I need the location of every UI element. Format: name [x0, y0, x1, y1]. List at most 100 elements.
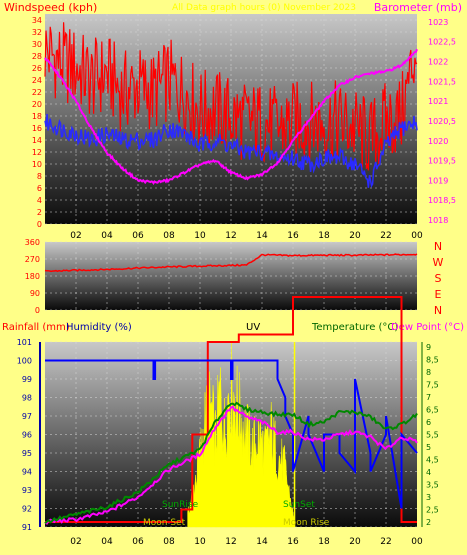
- compass-label-w: W: [433, 256, 444, 269]
- direction-tick-1: 90: [30, 289, 40, 298]
- weather-x-tick-00: 00: [411, 537, 423, 547]
- weather-x-tick-02: 02: [70, 537, 81, 547]
- direction-tick-3: 270: [25, 255, 40, 264]
- rainfall-axis-title: Rainfall (mm): [2, 322, 70, 333]
- wind-x-tick-04: 04: [101, 231, 113, 241]
- temperature-tick-9: 6,5: [426, 406, 439, 415]
- graph-title: All Data graph hours (0) November 2023: [172, 3, 356, 13]
- temperature-tick-4: 4: [426, 468, 431, 477]
- temperature-axis-title: Temperature (°C): [311, 322, 398, 333]
- wind-speed-tick-4: 8: [37, 172, 42, 181]
- humidity-tick-10: 101: [17, 338, 32, 347]
- weather-x-tick-22: 22: [380, 537, 391, 547]
- temperature-tick-14: 9: [426, 343, 431, 352]
- temperature-tick-5: 4,5: [426, 456, 439, 465]
- uv-area: [187, 340, 295, 528]
- wind-x-tick-00: 00: [411, 231, 423, 241]
- humidity-tick-7: 98: [22, 394, 32, 403]
- temperature-tick-6: 5: [426, 443, 431, 452]
- wind-speed-tick-2: 4: [37, 196, 42, 205]
- wind-x-tick-18: 18: [318, 231, 330, 241]
- barometer-tick-2: 1019: [428, 176, 448, 185]
- humidity-tick-3: 94: [22, 468, 32, 477]
- temperature-tick-8: 6: [426, 418, 431, 427]
- wind-speed-tick-13: 26: [32, 64, 42, 73]
- weather-x-tick-14: 14: [256, 537, 268, 547]
- wind-speed-tick-10: 20: [32, 100, 42, 109]
- wind-x-tick-06: 06: [132, 231, 144, 241]
- wind-speed-tick-7: 14: [32, 136, 42, 145]
- rainfall-line: [45, 296, 417, 523]
- wind-speed-tick-9: 18: [32, 112, 42, 121]
- temperature-tick-2: 3: [426, 493, 431, 502]
- uv-title: UV: [246, 322, 260, 333]
- direction-tick-0: 0: [35, 306, 40, 315]
- weather-series: [44, 296, 418, 528]
- moonrise-label: Moon Rise: [283, 518, 330, 528]
- humidity-tick-2: 93: [22, 486, 32, 495]
- humidity-tick-0: 91: [22, 523, 32, 532]
- barometer-line: [44, 48, 418, 186]
- direction-tick-2: 180: [25, 272, 40, 281]
- wind-speed-tick-12: 24: [32, 76, 42, 85]
- wind-average-line: [44, 113, 418, 189]
- humidity-tick-4: 95: [22, 449, 32, 458]
- direction-tick-4: 360: [25, 238, 40, 247]
- temperature-tick-0: 2: [426, 518, 431, 527]
- temperature-tick-3: 3,5: [426, 481, 439, 490]
- wind-x-tick-14: 14: [256, 231, 268, 241]
- humidity-tick-6: 97: [22, 412, 32, 421]
- dewpoint-line: [44, 405, 418, 525]
- barometer-tick-8: 1022: [428, 58, 448, 67]
- weather-x-tick-12: 12: [225, 537, 236, 547]
- barometer-tick-4: 1020: [428, 137, 448, 146]
- sunset-label: SunSet: [283, 500, 315, 510]
- barometer-tick-7: 1021,5: [428, 77, 456, 86]
- humidity-tick-1: 92: [22, 505, 32, 514]
- compass-label-n-top: N: [434, 240, 442, 253]
- wind-axis-title: Windspeed (kph): [4, 1, 97, 14]
- barometer-tick-5: 1020,5: [428, 117, 456, 126]
- humidity-axis-title: Humidity (%): [66, 322, 132, 333]
- temperature-tick-1: 2,5: [426, 506, 439, 515]
- wind-x-tick-16: 16: [287, 231, 299, 241]
- wind-speed-tick-15: 30: [32, 40, 42, 49]
- weather-x-tick-16: 16: [287, 537, 299, 547]
- humidity-line: [45, 359, 418, 509]
- barometer-axis-title: Barometer (mb): [374, 1, 462, 14]
- compass-label-n-bottom: N: [434, 304, 442, 317]
- weather-x-tick-18: 18: [318, 537, 330, 547]
- barometer-tick-1: 1018,5: [428, 196, 456, 205]
- temperature-tick-10: 7: [426, 393, 431, 402]
- wind-x-tick-10: 10: [194, 231, 206, 241]
- wind-x-tick-22: 22: [380, 231, 391, 241]
- temperature-tick-11: 7,5: [426, 381, 439, 390]
- wind-direction-line: [44, 253, 418, 273]
- wind-speed-tick-1: 2: [37, 208, 42, 217]
- temperature-tick-7: 5,5: [426, 431, 439, 440]
- weather-x-tick-06: 06: [132, 537, 144, 547]
- temperature-ticks: 2 2,5 3 3,5 4 4,5 5 5,5 6 6,5 7 7,5 8 8,5 9: [421, 342, 439, 527]
- barometer-tick-3: 1019,5: [428, 157, 456, 166]
- temperature-line: [44, 401, 418, 525]
- moonset-label: Moon Set: [143, 518, 186, 528]
- wind-speed-tick-16: 32: [32, 28, 42, 37]
- wind-x-tick-08: 08: [163, 231, 175, 241]
- temperature-tick-13: 8,5: [426, 356, 439, 365]
- wind-speed-tick-5: 10: [32, 160, 42, 169]
- barometer-tick-9: 1022,5: [428, 38, 456, 47]
- direction-grid: [45, 241, 417, 311]
- wind-series: [44, 22, 418, 189]
- wind-speed-tick-6: 12: [32, 148, 42, 157]
- weather-x-tick-10: 10: [194, 537, 206, 547]
- barometer-tick-0: 1018: [428, 216, 448, 225]
- wind-gust-line: [44, 22, 418, 171]
- sunrise-label: SunRise: [162, 500, 199, 510]
- barometer-tick-6: 1021: [428, 97, 448, 106]
- astro-annotations: SunRise SunSet Moon Set Moon Rise: [143, 500, 330, 528]
- wind-x-tick-20: 20: [349, 231, 361, 241]
- humidity-tick-5: 96: [22, 431, 32, 440]
- wind-x-tick-12: 12: [225, 231, 236, 241]
